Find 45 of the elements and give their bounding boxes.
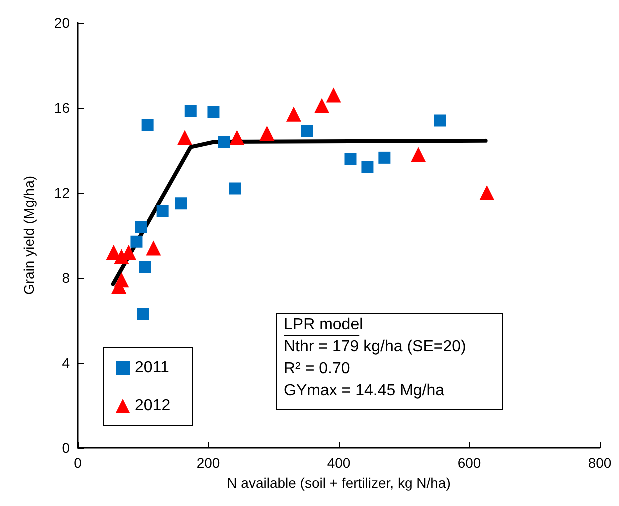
x-tick-label: 200 <box>196 455 220 471</box>
point <box>229 182 242 195</box>
y-axis-title: Grain yield (Mg/ha) <box>21 176 37 296</box>
point <box>218 136 230 148</box>
y-tick-label: 0 <box>62 440 70 456</box>
point <box>230 130 245 146</box>
line-series <box>111 138 488 286</box>
point <box>142 119 154 131</box>
point <box>184 105 197 118</box>
point <box>137 308 150 320</box>
y-tick-label: 4 <box>62 355 70 371</box>
point <box>156 205 169 218</box>
legend-label: 2012 <box>135 398 171 414</box>
annotation: Nthr = 179 kg/ha (SE=20) <box>284 338 466 356</box>
y-tick-label: 16 <box>54 100 70 116</box>
point <box>480 186 495 200</box>
y-tick-label: 20 <box>54 15 70 31</box>
point <box>175 198 188 210</box>
point <box>411 147 426 162</box>
point <box>326 88 342 103</box>
annotation: LPR model <box>284 316 364 334</box>
point <box>344 153 357 165</box>
y-tick-label: 12 <box>54 185 70 201</box>
point <box>362 162 374 174</box>
point <box>208 106 220 118</box>
legend-label: 2011 <box>135 360 170 376</box>
point <box>135 221 148 233</box>
x-tick-label: 600 <box>458 455 482 471</box>
annotation: R² = 0.70 <box>284 360 350 378</box>
point <box>178 130 193 146</box>
point <box>378 152 391 164</box>
y-tick-label: 8 <box>62 270 70 286</box>
annotation: GYmax = 14.45 Mg/ha <box>284 382 445 400</box>
point <box>139 261 152 274</box>
point <box>314 98 330 114</box>
point <box>301 125 314 138</box>
x-tick-label: 800 <box>588 455 612 471</box>
point <box>434 114 446 127</box>
x-tick-label: 400 <box>327 455 351 471</box>
x-axis-title: N available (soil + fertilizer, kg N/ha) <box>227 475 451 491</box>
point <box>286 106 302 122</box>
x-tick-label: 0 <box>74 455 82 471</box>
point <box>260 126 275 141</box>
point <box>130 236 143 248</box>
point <box>146 240 162 256</box>
